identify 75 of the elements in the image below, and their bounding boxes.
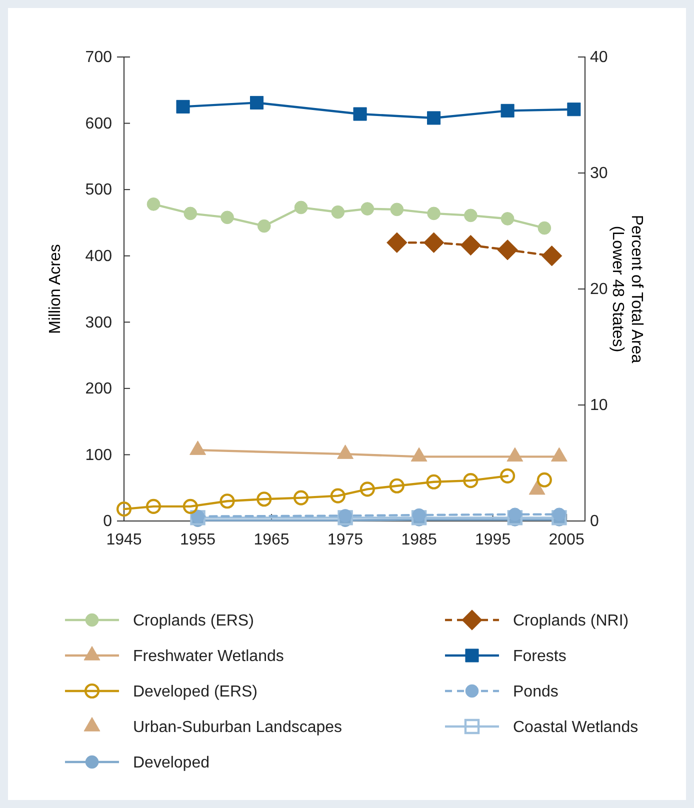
x-tick-label: 1945 <box>106 531 142 548</box>
legend-label: Coastal Wetlands <box>513 719 638 736</box>
point <box>331 205 345 219</box>
point <box>567 102 581 116</box>
x-tick-label: 1955 <box>180 531 216 548</box>
point <box>256 492 272 507</box>
point <box>386 232 408 253</box>
point <box>389 478 404 494</box>
point <box>220 210 234 224</box>
point <box>507 510 523 526</box>
legend-label: Developed <box>133 754 210 772</box>
point <box>116 502 132 517</box>
legend-label: Ponds <box>513 684 558 701</box>
y2-tick-label: 0 <box>590 513 599 530</box>
legend-label: Developed (ERS) <box>133 684 258 701</box>
legend-label: Croplands (NRI) <box>513 612 629 630</box>
y-tick-label: 400 <box>85 248 112 265</box>
y-tick-label: 0 <box>103 513 112 530</box>
point <box>182 498 198 514</box>
y-tick-label: 600 <box>85 115 112 132</box>
point <box>146 498 162 514</box>
point <box>146 197 160 211</box>
point <box>536 472 552 488</box>
point <box>330 488 346 504</box>
y-tick-label: 500 <box>85 182 112 199</box>
y-tick-label: 200 <box>85 380 112 398</box>
x-tick-label: 1995 <box>475 531 511 548</box>
point <box>360 482 375 497</box>
point <box>538 221 552 235</box>
legend-label: Croplands (ERS) <box>133 612 254 630</box>
point <box>257 219 271 233</box>
y2-axis-title: Percent of Total Area (Lower 48 States) <box>609 214 645 364</box>
y2-tick-label: 40 <box>590 49 608 66</box>
point <box>360 202 374 216</box>
y-tick-label: 700 <box>85 49 112 66</box>
y-tick-label: 100 <box>85 446 112 464</box>
point <box>184 206 198 220</box>
point <box>426 474 442 490</box>
point <box>541 246 562 266</box>
x-tick-label: 1985 <box>401 531 437 548</box>
point <box>353 107 367 121</box>
y-tick-label: 300 <box>85 314 112 332</box>
point <box>500 212 514 226</box>
point <box>463 473 478 488</box>
y2-tick-label: 20 <box>590 281 608 298</box>
point <box>412 508 426 522</box>
point <box>500 468 516 484</box>
point <box>552 510 567 526</box>
point <box>427 206 440 220</box>
point <box>411 510 427 526</box>
point <box>552 508 566 522</box>
point <box>464 208 478 222</box>
point <box>176 100 190 114</box>
point <box>460 234 482 256</box>
point <box>293 490 309 506</box>
point <box>220 494 235 509</box>
point <box>427 111 441 125</box>
x-tick-label: 1975 <box>327 531 364 548</box>
point <box>508 508 522 522</box>
y2-tick-label: 30 <box>590 165 608 182</box>
y-axis-title: Million Acres <box>47 244 64 334</box>
legend-label: Freshwater Wetlands <box>133 648 284 666</box>
point <box>500 104 514 118</box>
point <box>497 240 518 260</box>
point <box>250 96 264 110</box>
legend-label: Urban-Suburban Landscapes <box>133 719 342 736</box>
point <box>423 232 444 253</box>
point <box>338 509 352 522</box>
point <box>294 200 308 214</box>
x-tick-label: 1965 <box>254 531 290 548</box>
x-tick-label: 2005 <box>548 531 584 548</box>
point <box>338 510 353 526</box>
y2-tick-label: 10 <box>590 397 608 414</box>
legend-label: Forests <box>513 648 566 666</box>
point <box>390 202 404 216</box>
